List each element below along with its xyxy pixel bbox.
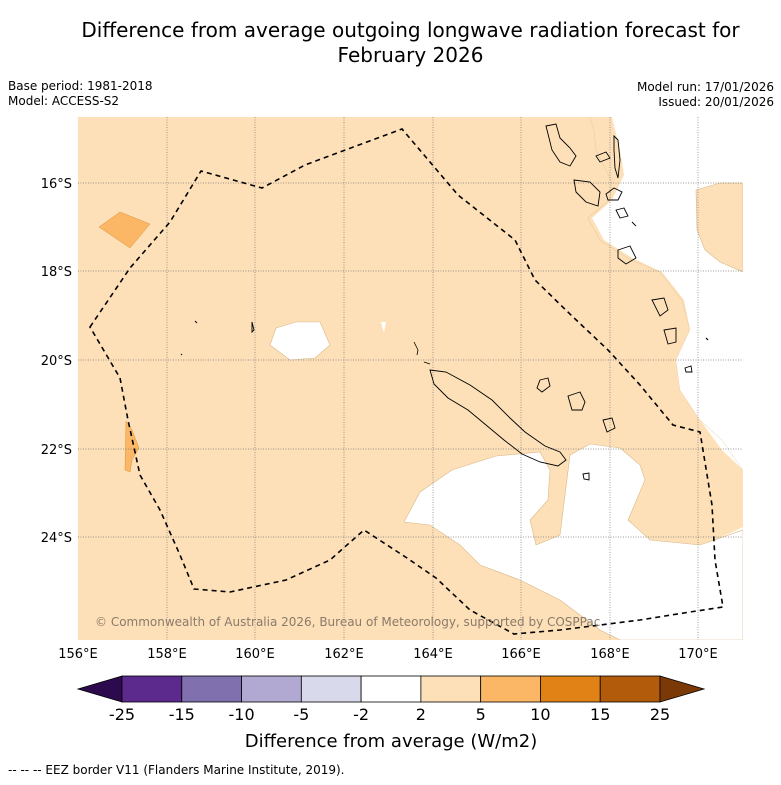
vanuatu-speck — [631, 221, 637, 227]
colorbar-tick-label: -25 — [109, 705, 135, 724]
latitude-axis: 16°S 18°S 20°S 22°S 24°S — [41, 177, 72, 546]
colorbar-swatch — [121, 675, 183, 703]
ouvea-island — [536, 377, 551, 393]
espiritu-santo-island — [545, 123, 577, 167]
colorbar-tick-label: 15 — [590, 705, 610, 724]
vanuatu-islet — [595, 151, 611, 163]
lon-label: 170°E — [678, 647, 718, 662]
efate-island — [617, 245, 637, 265]
anomaly-field-neutral-patch — [269, 321, 331, 361]
colorbar-swatch — [599, 675, 661, 703]
lon-label: 166°E — [501, 647, 541, 662]
aneityum-island — [684, 365, 693, 373]
anomaly-field-neutral-south — [403, 443, 743, 640]
anomaly-field-5-10-strip — [124, 420, 140, 473]
meta-left: Base period: 1981-2018 Model: ACCESS-S2 — [8, 79, 153, 109]
colorbar-swatch — [241, 675, 302, 703]
colorbar-swatch — [420, 675, 482, 703]
map-area — [78, 117, 743, 640]
pentecost-island — [613, 134, 621, 179]
colorbar-tick-label: 5 — [476, 705, 486, 724]
map-title: Difference from average outgoing longwav… — [0, 18, 781, 68]
title-line-2: February 2026 — [337, 43, 484, 67]
longitude-axis: 156°E 158°E 160°E 162°E 164°E 166°E 168°… — [58, 647, 718, 662]
colorbar-tick-label: -5 — [293, 705, 309, 724]
lat-label: 16°S — [41, 177, 72, 192]
reef-speck — [251, 321, 255, 334]
reef-speck-2 — [194, 320, 198, 324]
title-line-1: Difference from average outgoing longwav… — [81, 18, 740, 42]
colorbar-tick-label: -10 — [228, 705, 254, 724]
erromango-island — [651, 297, 669, 317]
base-period: Base period: 1981-2018 — [8, 79, 153, 93]
anomaly-field-5-10-patch — [98, 211, 151, 249]
colorbar-tick-label: 2 — [416, 705, 426, 724]
lifou-island — [567, 391, 586, 411]
colorbar-swatch — [181, 675, 242, 703]
lon-label: 162°E — [324, 647, 364, 662]
reef-speck-3 — [180, 353, 183, 356]
colorbar-swatch — [360, 675, 422, 703]
walpole-island — [582, 472, 590, 481]
lon-label: 164°E — [413, 647, 453, 662]
lon-label: 158°E — [147, 647, 187, 662]
colorbar — [76, 675, 706, 703]
colorbar-arrow-low — [76, 675, 123, 703]
colorbar-title: Difference from average (W/m2) — [245, 731, 537, 752]
model-run: Model run: 17/01/2026 — [636, 80, 774, 94]
belep-islands — [413, 341, 419, 356]
anomaly-field-neutral-speck — [381, 322, 386, 333]
new-caledonia-coastline — [429, 369, 567, 467]
lon-label: 156°E — [58, 647, 98, 662]
ambrym-island — [605, 187, 623, 201]
lon-label: 160°E — [235, 647, 275, 662]
colorbar-arrow-high — [659, 675, 706, 703]
colorbar-swatch — [480, 675, 541, 703]
lon-label: 168°E — [590, 647, 630, 662]
colorbar-tick-label: -2 — [353, 705, 369, 724]
vanuatu-speck-east — [705, 337, 709, 341]
colorbar-ticks: -25 -15 -10 -5 -2 2 5 10 15 25 — [109, 705, 670, 724]
copyright-text: © Commonwealth of Australia 2026, Bureau… — [95, 615, 600, 629]
tanna-island — [663, 327, 677, 345]
lat-label: 22°S — [41, 443, 72, 458]
model-name: Model: ACCESS-S2 — [8, 94, 120, 108]
gridlines — [78, 117, 743, 640]
colorbar-swatch — [300, 675, 362, 703]
colorbar-tick-label: 10 — [530, 705, 550, 724]
lat-label: 20°S — [41, 354, 72, 369]
islet — [423, 361, 431, 365]
eez-legend: -- -- -- EEZ border V11 (Flanders Marine… — [8, 763, 345, 777]
meta-right: Model run: 17/01/2026 Issued: 20/01/2026 — [637, 80, 774, 110]
issued-date: Issued: 20/01/2026 — [658, 95, 774, 109]
malekula-island — [573, 179, 601, 207]
mare-island — [602, 417, 616, 433]
epi-island — [615, 207, 629, 219]
colorbar-tick-label: 25 — [650, 705, 670, 724]
colorbar-swatch — [540, 675, 601, 703]
lat-label: 24°S — [41, 531, 72, 546]
eez-border — [89, 128, 724, 635]
lat-label: 18°S — [41, 265, 72, 280]
colorbar-tick-label: -15 — [169, 705, 195, 724]
